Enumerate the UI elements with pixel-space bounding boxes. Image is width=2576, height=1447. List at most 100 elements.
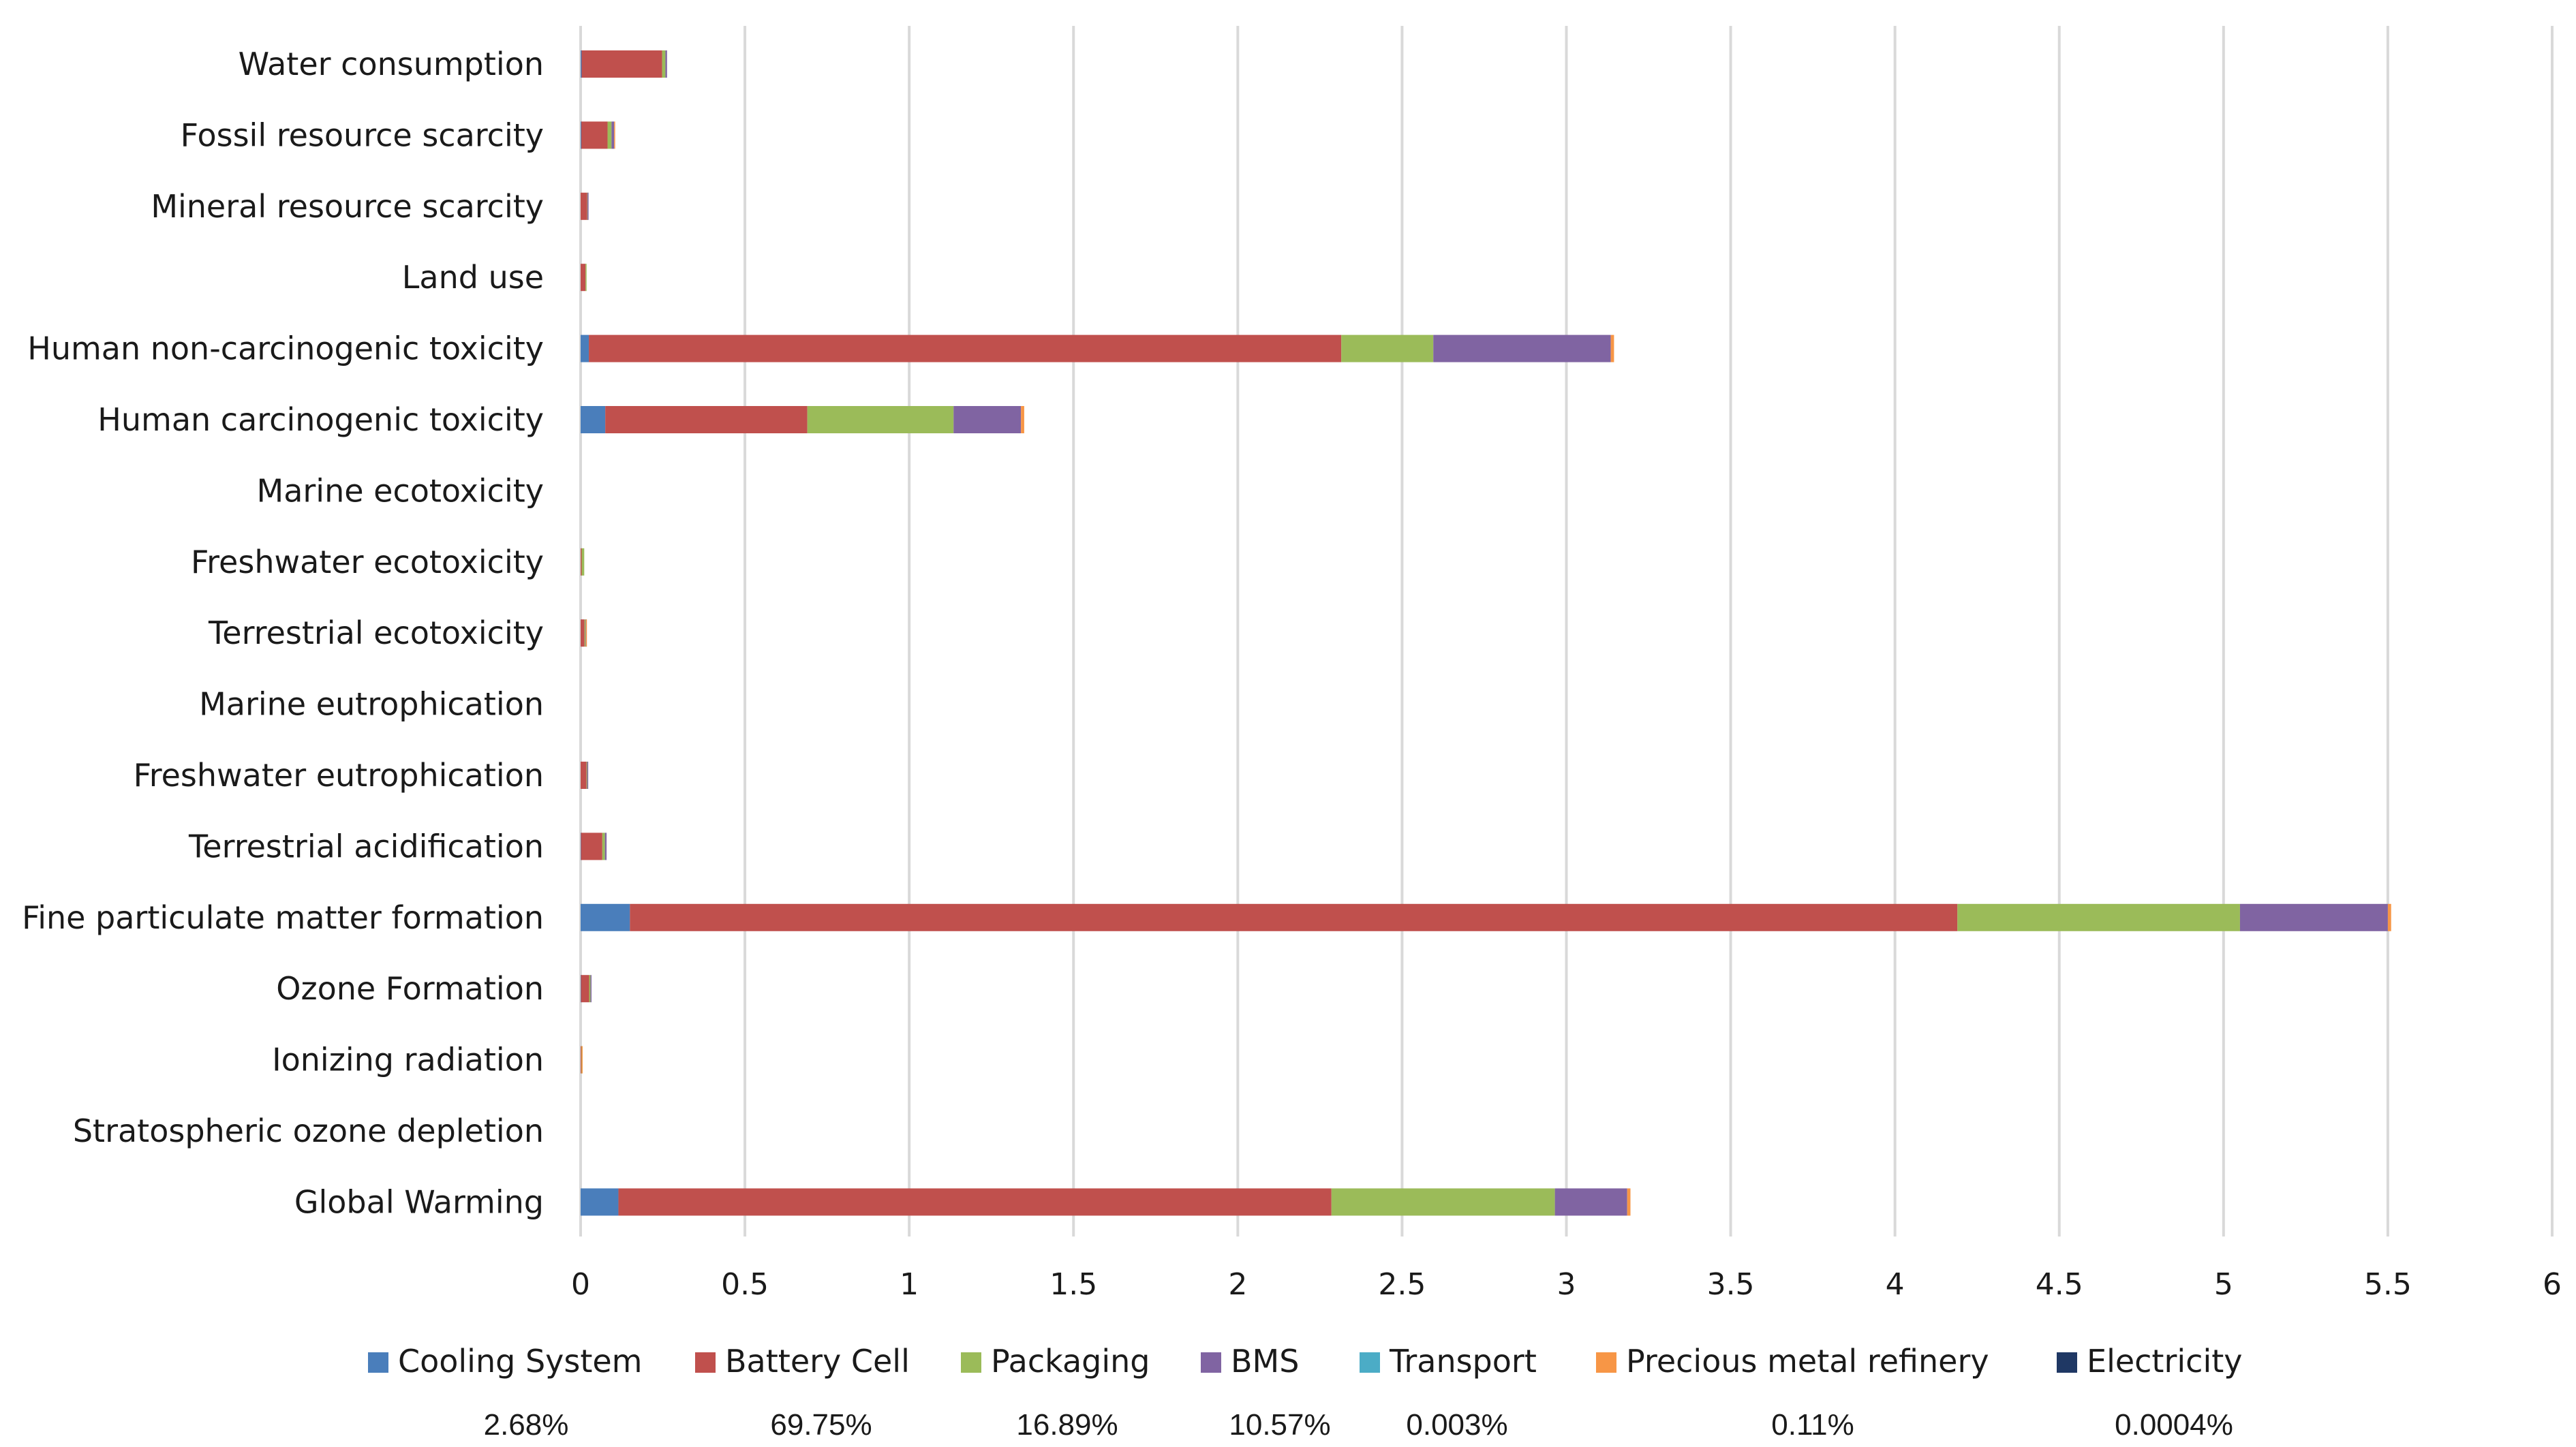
bar-segment [1021,406,1024,433]
legend-swatch [368,1352,388,1373]
category-label: Freshwater eutrophication [134,757,544,794]
bar-segment [589,334,1342,362]
legend-label: Cooling System [398,1343,642,1380]
gridlines [579,26,2554,1236]
category-label: Water consumption [239,46,544,82]
bar-segment [662,50,666,78]
bar-segment [581,548,582,576]
bar-segment [581,50,662,78]
legend-share-label: 16.89% [1016,1408,1118,1442]
legend-swatch [1360,1352,1380,1373]
x-tick-label: 1.5 [1049,1267,1097,1302]
legend-swatch [1596,1352,1616,1373]
x-tick-label: 6 [2543,1267,2562,1302]
legend-swatch [695,1352,716,1373]
bar-segment [587,762,589,789]
category-label: Stratospheric ozone depletion [73,1113,544,1149]
bar-segment [585,619,587,647]
category-label: Ionizing radiation [272,1042,544,1078]
category-label: Ozone Formation [276,970,544,1007]
bar-segment [587,192,589,220]
legend-share-label: 0.0004% [2115,1408,2233,1442]
x-tick-label: 2 [1228,1267,1247,1302]
bar-segment [807,406,954,433]
bar-segment [581,833,602,860]
legend-swatch [961,1352,981,1373]
bar-segment [1331,1188,1555,1216]
x-tick-label: 0.5 [721,1267,769,1302]
legend-share-label: 0.11% [1771,1408,1854,1442]
legend-share-label: 2.68% [484,1408,569,1442]
bar-segment [581,121,608,149]
x-tick-label: 3.5 [1707,1267,1755,1302]
category-label: Terrestrial acidification [188,828,544,865]
bar-segment [586,762,588,789]
x-tick-label: 4 [1886,1267,1905,1302]
bar-segment [630,903,1958,931]
bar-segment [581,1046,582,1074]
bar-segment [605,406,808,433]
bar-segment [585,264,587,292]
x-tick-label: 2.5 [1378,1267,1426,1302]
bar-segment [953,406,1022,433]
bar-segment [581,192,587,220]
bar-segment [607,121,612,149]
bar-segment [581,903,630,931]
bar-segment [581,548,585,576]
category-label: Freshwater ecotoxicity [191,544,544,580]
legend-share-label: 10.57% [1229,1408,1330,1442]
bar-segment [581,975,589,1003]
category-label: Terrestrial ecotoxicity [208,614,544,651]
category-label: Mineral resource scarcity [151,188,544,225]
bar-segment [581,762,587,789]
x-tick-label: 3 [1557,1267,1576,1302]
legend-label: BMS [1231,1343,1299,1380]
category-label: Fossil resource scarcity [181,116,544,153]
legend-label: Battery Cell [725,1343,910,1380]
legend-share-label: 69.75% [770,1408,872,1442]
legend: Cooling System 2.68% Battery Cell 69.75% Pac… [368,1343,2243,1442]
category-label: Global Warming [294,1183,544,1220]
bar-segment [581,1046,583,1074]
bar-segment [665,50,667,78]
bar-segment [581,121,582,149]
legend-swatch [2057,1352,2077,1373]
bar-segment [589,975,591,1003]
legend-swatch [1201,1352,1221,1373]
bar-segment [581,406,606,433]
legend-label: Transport [1389,1343,1537,1380]
legend-label: Packaging [991,1343,1150,1380]
bar-segment [1957,903,2240,931]
category-label: Marine ecotoxicity [257,472,544,509]
x-tick-label: 4.5 [2036,1267,2083,1302]
bar-segment [581,619,585,647]
x-tick-label: 0 [571,1267,590,1302]
bar-segment [604,833,607,860]
bar-segment [1627,1188,1631,1216]
bar-segment [611,121,615,149]
x-axis-tick-labels: 0 0.5 1 1.5 2 2.5 3 3.5 4 4.5 5 5.5 6 [571,1267,2562,1302]
bar-segment [581,1188,619,1216]
category-label: Land use [402,259,544,296]
x-tick-label: 1 [900,1267,919,1302]
bar-segment [581,50,582,78]
bar-segment [581,334,589,362]
bar-segment [1341,334,1434,362]
legend-label: Electricity [2087,1343,2243,1380]
bar-segment [618,1188,1332,1216]
bar-segment [614,121,615,149]
bar-segment [1610,334,1614,362]
category-label: Human carcinogenic toxicity [97,401,544,438]
bar-segment [2387,903,2391,931]
bar-segment [1554,1188,1627,1216]
bar-segment [1433,334,1611,362]
category-label: Human non-carcinogenic toxicity [27,330,544,367]
category-label: Fine particulate matter formation [22,899,544,936]
x-tick-label: 5.5 [2364,1267,2412,1302]
legend-share-label: 0.003% [1406,1408,1507,1442]
category-label: Marine eutrophication [199,686,544,723]
bar-segment [2239,903,2388,931]
bar-segment [581,264,586,292]
